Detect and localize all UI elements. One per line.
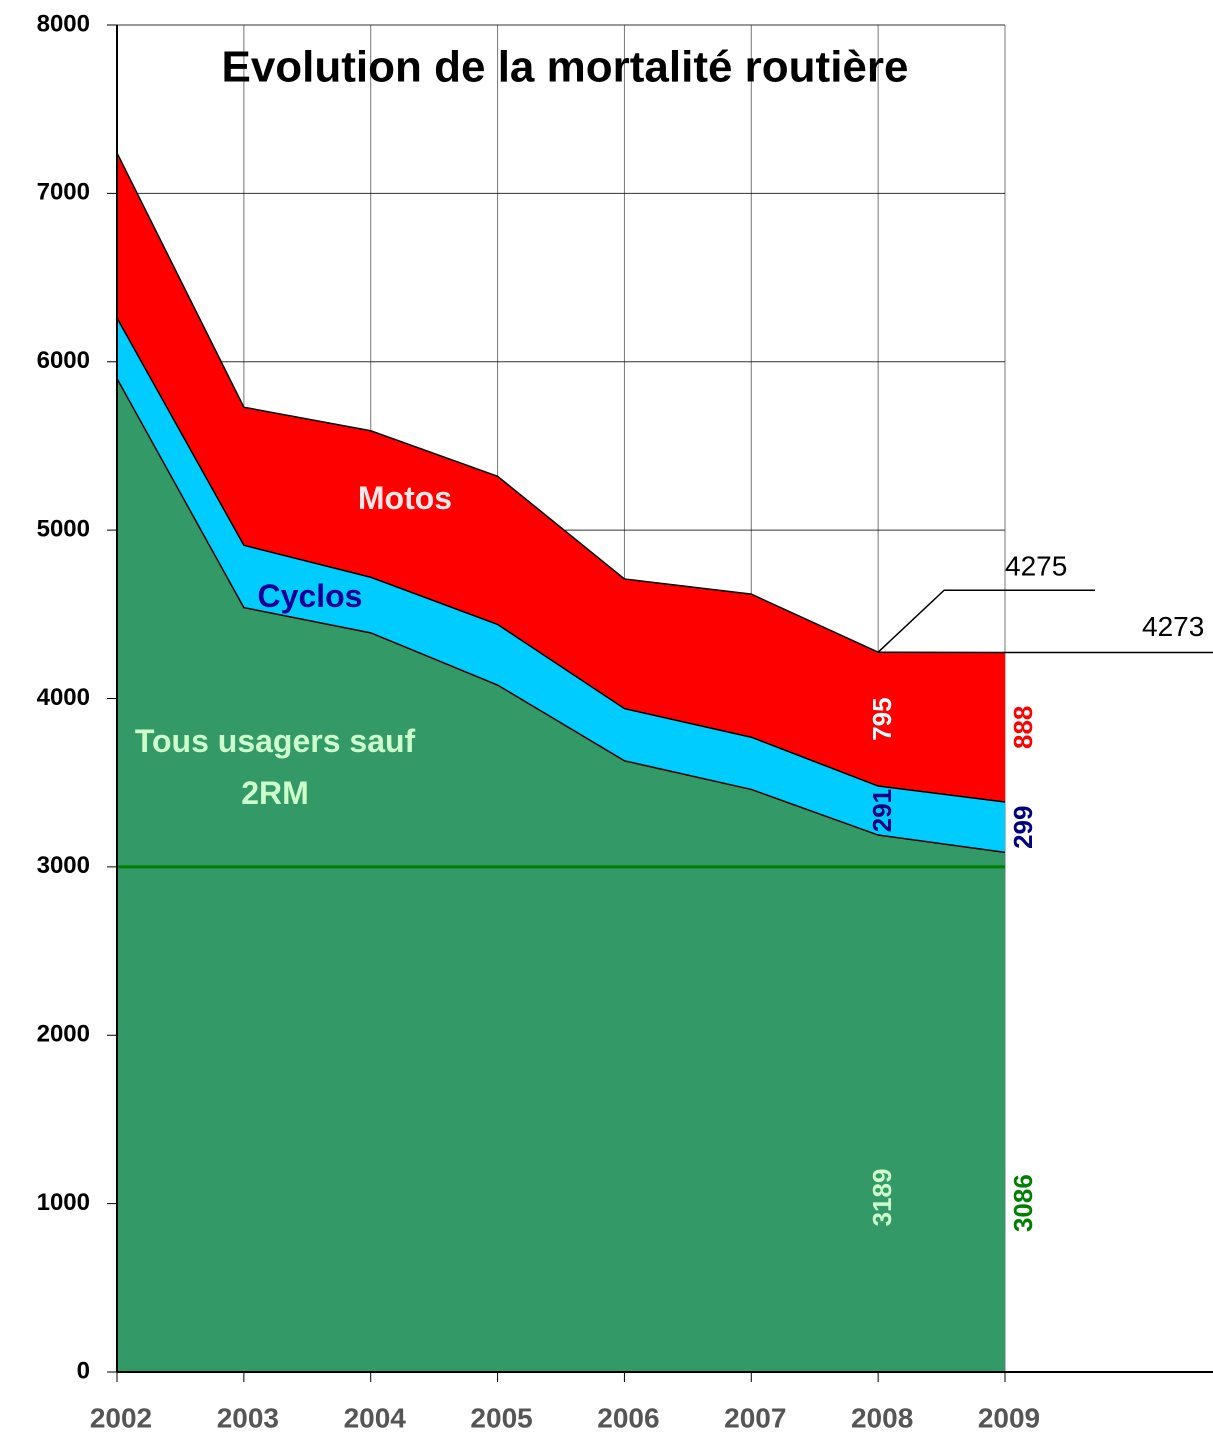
y-tick-label: 4000 — [37, 684, 90, 711]
y-tick-label: 3000 — [37, 852, 90, 879]
y-tick-label: 2000 — [37, 1021, 90, 1048]
annotation: 4273 — [1142, 611, 1204, 642]
annotation: 4275 — [1005, 551, 1067, 582]
data-label: 3086 — [1008, 1174, 1038, 1232]
series-label: Motos — [357, 480, 453, 516]
series-label: Cyclos — [257, 578, 363, 614]
x-tick-label: 2002 — [90, 1402, 152, 1433]
area — [117, 152, 1005, 803]
area-edge — [116, 152, 1006, 654]
data-label: 291 — [867, 789, 897, 832]
y-tick-label: 8000 — [37, 10, 90, 37]
data-label: 795 — [867, 697, 897, 740]
x-tick-label: 2008 — [851, 1402, 913, 1433]
data-label: 299 — [1008, 806, 1038, 849]
area-edge — [116, 378, 1006, 854]
y-tick-label: 7000 — [37, 179, 90, 206]
x-tick-label: 2005 — [470, 1402, 532, 1433]
data-label: 888 — [1008, 706, 1038, 749]
x-tick-label: 2006 — [597, 1402, 659, 1433]
y-tick-label: 5000 — [37, 515, 90, 542]
y-tick-label: 1000 — [37, 1189, 90, 1216]
x-tick-label: 2009 — [978, 1402, 1040, 1433]
area — [117, 317, 1005, 853]
x-tick-label: 2004 — [344, 1402, 407, 1433]
series-label: Tous usagers sauf 2RM — [134, 723, 416, 811]
data-label: 3189 — [867, 1169, 897, 1227]
area-edge — [116, 317, 1006, 803]
x-tick-label: 2007 — [724, 1402, 786, 1433]
y-tick-label: 6000 — [37, 347, 90, 374]
annotation-leader — [877, 589, 1095, 653]
chart-title: Evolution de la mortalité routière — [221, 43, 908, 92]
x-tick-label: 2003 — [217, 1402, 279, 1433]
y-tick-label: 0 — [77, 1357, 90, 1384]
